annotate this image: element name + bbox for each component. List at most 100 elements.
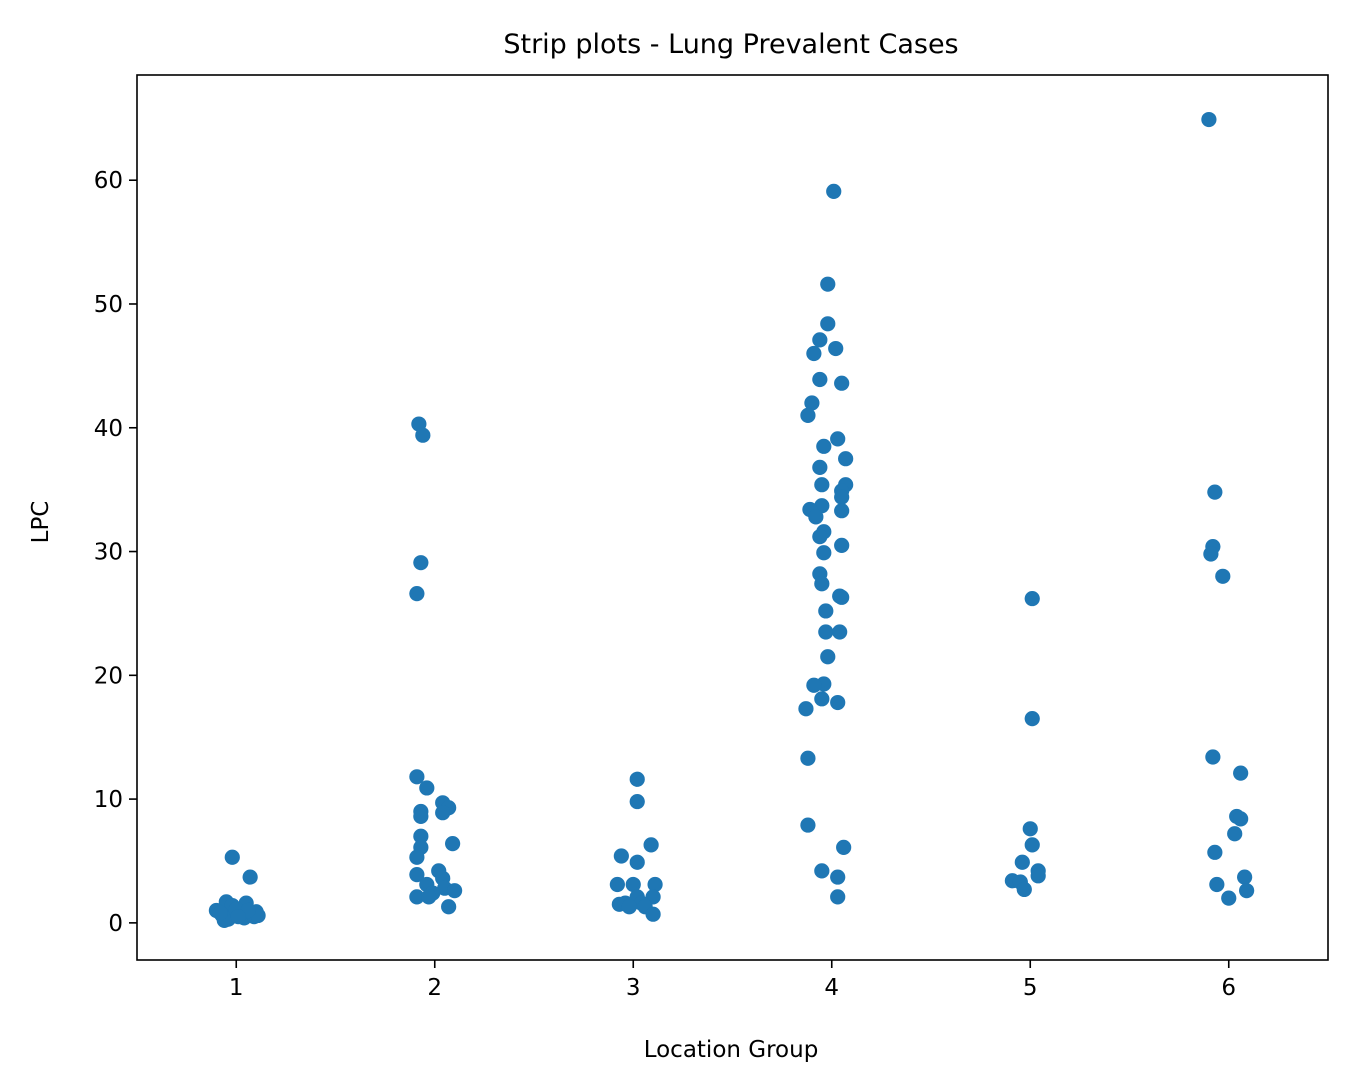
data-point [419,780,435,796]
data-point [798,701,814,717]
y-tick-label: 60 [94,168,123,194]
data-point [435,805,451,821]
data-point [413,555,429,571]
data-point [409,586,425,602]
data-point [1030,868,1046,884]
data-point [647,876,663,893]
data-point [629,771,645,787]
data-point [1209,876,1225,893]
data-point [818,603,834,619]
x-axis-label: Location Group [644,1037,819,1063]
x-tick-label: 4 [824,975,839,1001]
data-point [830,694,846,711]
data-point [814,477,830,493]
data-point [820,276,836,292]
data-point [808,509,824,525]
x-tick-label: 1 [229,975,244,1001]
data-point [413,828,429,844]
data-point [812,529,828,545]
y-axis-label: LPC [28,501,54,544]
data-point [814,863,830,879]
data-point [814,576,830,592]
data-point [643,837,659,853]
data-point [816,545,832,561]
data-point [812,332,828,348]
data-point [830,889,846,905]
data-point [820,649,836,665]
data-point [409,889,425,905]
x-tick-label: 2 [427,975,442,1001]
data-point [645,906,661,922]
data-point [1227,826,1243,842]
data-point [1221,890,1237,906]
data-point [812,371,828,388]
data-point [826,183,842,199]
data-point [834,503,850,519]
data-point [818,624,834,640]
data-point [1233,765,1249,781]
data-point [415,427,431,443]
data-point [1233,811,1249,827]
data-point [1237,869,1253,885]
data-point [1024,711,1040,727]
data-point [1207,844,1223,860]
data-point [804,395,820,411]
data-point [1016,881,1032,898]
data-point [814,691,830,707]
x-tick-label: 6 [1221,975,1236,1001]
data-point [242,869,258,885]
data-point [834,537,850,553]
data-point [816,438,832,454]
data-point [834,589,850,605]
data-point [1014,854,1030,870]
data-point [230,909,246,925]
data-point [224,849,240,865]
data-point [621,899,637,915]
data-point [1201,111,1217,128]
y-axis: 0 10 20 30 40 50 60 [94,168,137,937]
plot-area-frame [136,74,1329,961]
data-point [800,750,816,766]
points-layer [208,111,1255,928]
x-tick-label: 5 [1023,975,1038,1001]
x-tick-label: 3 [626,975,641,1001]
data-point [625,876,641,893]
data-point [409,849,425,865]
y-tick-label: 50 [94,292,123,318]
data-point [1203,546,1219,562]
data-point [1207,484,1223,500]
data-point [629,854,645,870]
data-point [447,883,463,899]
data-point [1024,590,1040,607]
data-point [806,345,822,362]
data-point [832,624,848,640]
data-point [445,836,461,852]
data-point [629,793,645,810]
data-point [800,817,816,833]
x-axis: 1 2 3 4 5 6 [229,960,1236,1001]
data-point [421,889,437,905]
data-point [806,677,822,693]
data-point [1205,749,1221,765]
data-point [812,459,828,475]
data-point [834,375,850,391]
data-point [609,876,625,893]
data-point [814,498,830,514]
y-tick-label: 10 [94,787,123,813]
y-tick-label: 20 [94,663,123,689]
data-point [413,808,429,825]
y-tick-label: 40 [94,416,123,442]
y-tick-label: 0 [108,911,123,937]
data-point [1215,568,1231,584]
chart-title: Strip plots - Lung Prevalent Cases [503,29,958,60]
data-point [834,489,850,505]
data-point [1022,821,1038,837]
y-tick-label: 30 [94,540,123,566]
data-point [838,451,854,467]
data-point [441,899,457,915]
data-point [409,769,425,785]
data-point [830,431,846,447]
data-point [409,866,425,883]
